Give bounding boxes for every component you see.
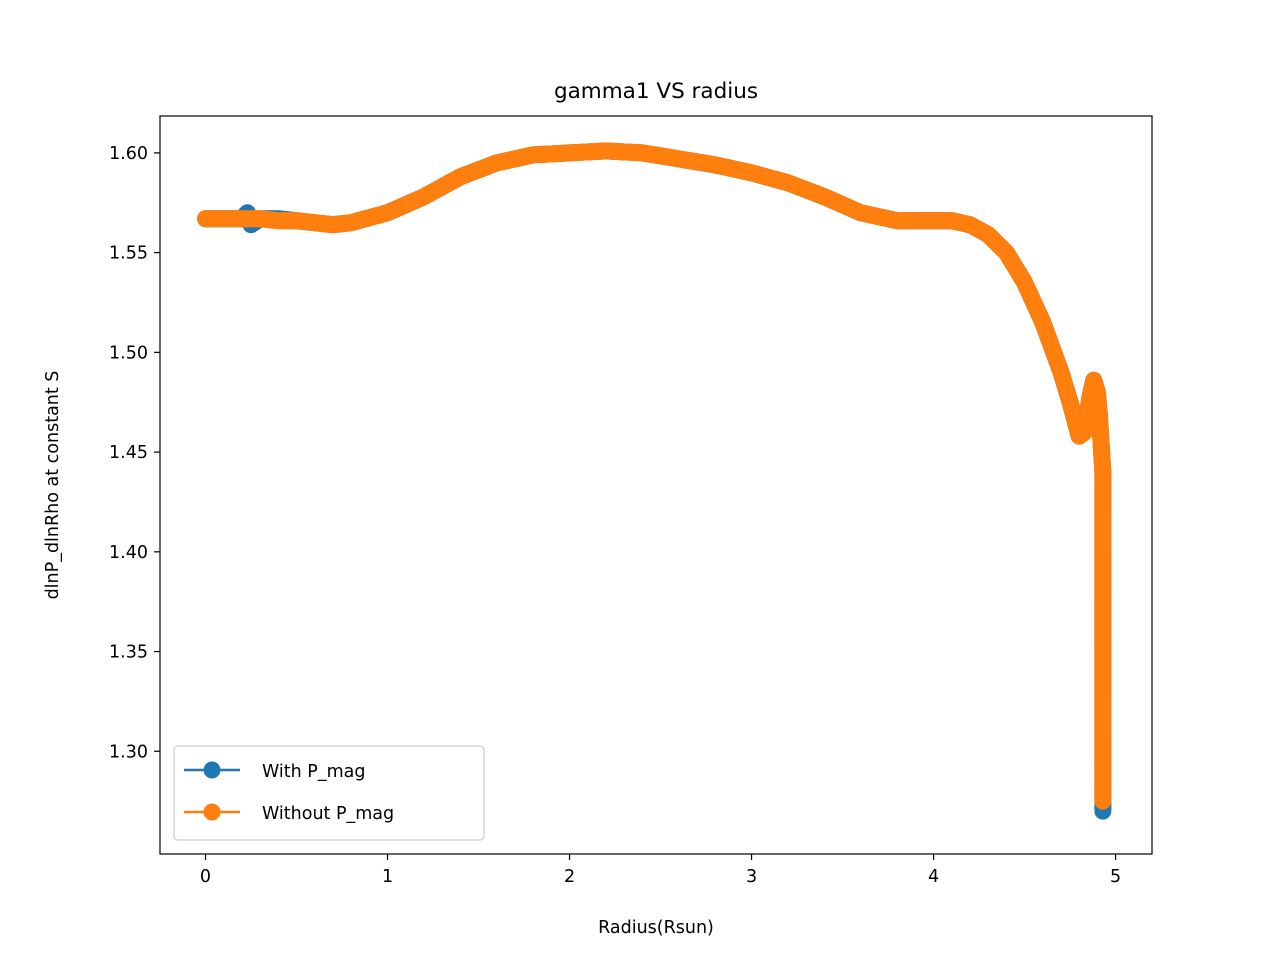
legend-label-with-pmag: With P_mag xyxy=(262,762,365,782)
x-tick-label: 0 xyxy=(200,867,211,887)
y-tick-label: 1.40 xyxy=(109,543,148,563)
y-tick-label: 1.35 xyxy=(109,643,148,663)
x-tick-label: 1 xyxy=(382,867,393,887)
x-axis-label: Radius(Rsun) xyxy=(598,918,714,938)
legend-label-without-pmag: Without P_mag xyxy=(262,804,394,824)
x-tick-label: 3 xyxy=(746,867,757,887)
y-tick-label: 1.50 xyxy=(109,343,148,363)
x-axis: 0 1 2 3 4 5 xyxy=(200,854,1121,887)
series-without-pmag xyxy=(197,142,1112,810)
y-tick-label: 1.45 xyxy=(109,443,148,463)
x-tick-label: 2 xyxy=(564,867,575,887)
chart-title: gamma1 VS radius xyxy=(554,79,758,104)
series-marker xyxy=(1094,792,1112,810)
y-tick-label: 1.60 xyxy=(109,144,148,164)
plot-frame xyxy=(159,115,1153,855)
y-axis: 1.30 1.35 1.40 1.45 1.50 1.55 1.60 xyxy=(109,144,160,762)
y-axis-label: dlnP_dlnRho at constant S xyxy=(43,371,63,600)
legend-box xyxy=(173,745,485,841)
legend-swatch-marker-with-pmag xyxy=(203,761,221,779)
legend-swatch-marker-without-pmag xyxy=(203,803,221,821)
x-tick-label: 4 xyxy=(928,867,939,887)
y-tick-label: 1.30 xyxy=(109,742,148,762)
y-tick-label: 1.55 xyxy=(109,244,148,264)
series-layer xyxy=(197,142,1112,820)
x-tick-label: 5 xyxy=(1110,867,1121,887)
legend: With P_mag Without P_mag xyxy=(173,745,485,841)
